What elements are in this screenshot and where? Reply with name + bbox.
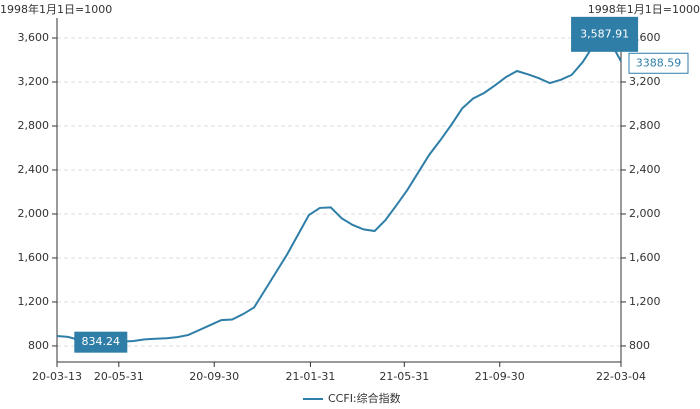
y-tick-label: 2,800 [18, 119, 50, 132]
x-tick-label: 22-03-04 [596, 370, 646, 383]
y2-tick-label: 2,400 [629, 163, 661, 176]
annotation-box [628, 52, 689, 74]
y2-axis-label: 1998年1月1日=1000 [588, 2, 700, 16]
annotation-label: 834.24 [82, 335, 121, 348]
y-tick-label: 2,000 [18, 207, 50, 220]
y2-tick-label: 2,000 [629, 207, 661, 220]
x-tick-label: 20-03-13 [32, 370, 82, 383]
legend: CCFI:综合指数 [303, 391, 401, 405]
y-tick-label: 1,600 [18, 251, 50, 264]
annotation: 3388.59 [628, 52, 689, 74]
line [56, 38, 622, 344]
y-tick-label: 800 [28, 339, 49, 352]
x-tick-label: 20-09-30 [189, 370, 239, 383]
annotation-box [571, 16, 639, 52]
annotation: 3,587.91 [571, 16, 639, 52]
legend-label: CCFI:综合指数 [328, 391, 401, 405]
y-tick-label: 2,400 [18, 163, 50, 176]
x-tick-label: 21-01-31 [285, 370, 335, 383]
annotation-box [74, 331, 128, 353]
y2-tick-label: 3,200 [629, 75, 661, 88]
annotation-label: 3388.59 [636, 56, 682, 69]
y-tick-label: 3,600 [18, 31, 50, 44]
x-tick-label: 20-05-31 [94, 370, 144, 383]
y2-tick-label: 2,800 [629, 119, 661, 132]
y2-tick-label: 1,200 [629, 295, 661, 308]
y-tick-label: 1,200 [18, 295, 50, 308]
y2-tick-label: 1,600 [629, 251, 661, 264]
y2-tick-label: 800 [629, 339, 650, 352]
y-tick-label: 3,200 [18, 75, 50, 88]
annotation-label: 3,587.91 [580, 27, 629, 40]
annotation: 834.24 [74, 331, 128, 353]
x-tick-label: 21-05-31 [379, 370, 429, 383]
x-tick-label: 21-09-30 [475, 370, 525, 383]
y-axis-label: 1998年1月1日=1000 [0, 2, 112, 16]
